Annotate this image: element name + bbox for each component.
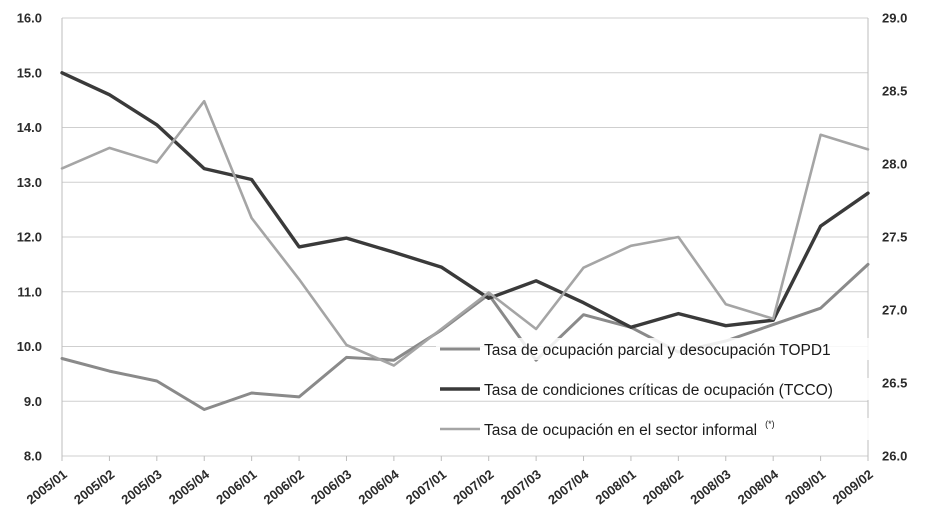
x-tick-label: 2005/01 <box>24 467 70 508</box>
right-tick-label: 26.5 <box>882 376 907 391</box>
x-tick-label: 2008/04 <box>735 466 782 507</box>
x-tick-label: 2007/04 <box>545 466 592 507</box>
legend-backdrop <box>436 378 882 400</box>
right-tick-label: 27.5 <box>882 230 907 245</box>
left-tick-label: 11.0 <box>17 284 42 299</box>
left-axis-ticks: 8.0 9.0 10.0 11.0 12.0 13.0 14.0 15.0 16.0 <box>17 11 42 464</box>
legend-note-3: (*) <box>765 419 775 429</box>
right-axis-ticks: 26.0 26.5 27.0 27.5 28.0 28.5 29.0 <box>882 11 907 464</box>
x-tick-label: 2005/02 <box>71 467 117 508</box>
right-tick-label: 26.0 <box>882 449 907 464</box>
x-tick-label: 2007/02 <box>450 467 496 508</box>
legend-backdrop <box>436 338 882 360</box>
right-tick-label: 27.0 <box>882 303 907 318</box>
x-axis-ticks: 2005/01 2005/02 2005/03 2005/04 2006/01 2006/… <box>24 456 876 507</box>
series-line-3 <box>60 99 870 367</box>
x-tick-label: 2007/01 <box>403 467 449 508</box>
legend-backdrop <box>436 418 882 440</box>
left-tick-label: 12.0 <box>17 230 42 245</box>
x-tick-label: 2005/04 <box>166 466 213 507</box>
x-tick-label: 2009/01 <box>782 467 828 508</box>
x-tick-label: 2005/03 <box>118 467 164 508</box>
left-tick-label: 16.0 <box>17 11 42 26</box>
left-tick-label: 15.0 <box>17 65 42 80</box>
left-tick-label: 14.0 <box>17 120 42 135</box>
x-tick-label: 2007/03 <box>498 467 544 508</box>
left-tick-label: 8.0 <box>24 449 42 464</box>
x-tick-label: 2006/01 <box>213 467 259 508</box>
legend-label-3: Tasa de ocupación en el sector informal <box>484 422 757 439</box>
left-tick-label: 13.0 <box>17 175 42 190</box>
x-tick-label: 2006/03 <box>308 467 354 508</box>
left-tick-label: 9.0 <box>24 394 42 409</box>
x-tick-label: 2008/03 <box>687 467 733 508</box>
legend-label-1: Tasa de ocupación parcial y desocupación… <box>484 342 831 359</box>
right-tick-label: 28.5 <box>882 84 907 99</box>
left-tick-label: 10.0 <box>17 339 42 354</box>
legend: Tasa de ocupación parcial y desocupación… <box>436 338 882 440</box>
gridlines <box>62 17 868 457</box>
right-tick-label: 29.0 <box>882 11 907 26</box>
series-line-2 <box>60 71 870 329</box>
x-tick-label: 2009/02 <box>830 467 876 508</box>
x-tick-label: 2006/02 <box>261 467 307 508</box>
x-tick-label: 2008/01 <box>593 467 639 508</box>
legend-label-2: Tasa de condiciones críticas de ocupació… <box>484 382 833 399</box>
x-tick-label: 2008/02 <box>640 467 686 508</box>
x-tick-label: 2006/04 <box>355 466 402 507</box>
right-tick-label: 28.0 <box>882 157 907 172</box>
